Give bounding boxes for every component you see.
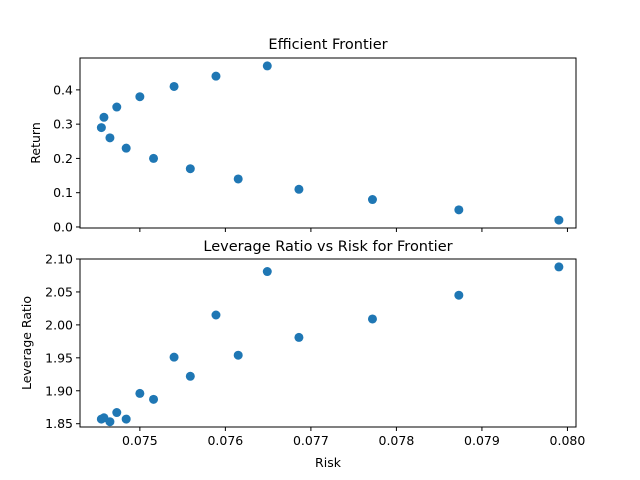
leverage-ratio-point [233, 350, 243, 360]
leverage-ratio-point [367, 314, 377, 324]
leverage-ratio-point [262, 267, 272, 277]
efficient-frontier-y-tick-label: 0.0 [53, 219, 73, 234]
efficient-frontier-ticks: 0.0 0.1 0.2 0.3 0.4 [53, 82, 568, 234]
leverage-ratio-x-tick-label: 0.076 [207, 433, 243, 448]
leverage-ratio-point [185, 371, 195, 381]
return-axis-label: Return [28, 122, 43, 163]
leverage-ratio-x-tick-label: 0.079 [464, 433, 500, 448]
leverage-ratio-subplot: Leverage Ratio vs Risk for Frontier Leve… [19, 239, 585, 470]
leverage-ratio-x-tick-label: 0.075 [122, 433, 158, 448]
efficient-frontier-point [367, 195, 377, 205]
efficient-frontier-point [185, 164, 195, 174]
leverage-ratio-ticks: 0.075 0.076 0.077 0.078 0.079 0.080 1.85 1.90 1.… [45, 252, 585, 449]
efficient-frontier-y-tick-label: 0.4 [53, 82, 73, 97]
efficient-frontier-points [96, 61, 564, 225]
efficient-frontier-point [211, 71, 221, 81]
leverage-ratio-points [96, 262, 564, 427]
efficient-frontier-point [454, 205, 464, 215]
efficient-frontier-y-tick-label: 0.1 [53, 185, 73, 200]
efficient-frontier-y-tick-label: 0.3 [53, 117, 73, 132]
leverage-ratio-point [105, 417, 115, 427]
leverage-ratio-x-tick-label: 0.078 [379, 433, 415, 448]
leverage-ratio-point [211, 310, 221, 320]
efficient-frontier-point [169, 81, 179, 91]
leverage-ratio-point [112, 408, 122, 418]
efficient-frontier-point [294, 184, 304, 194]
efficient-frontier-point [121, 143, 131, 153]
leverage-ratio-y-tick-label: 2.00 [45, 317, 73, 332]
efficient-frontier-point [554, 215, 564, 225]
leverage-ratio-point [454, 290, 464, 300]
leverage-ratio-point [135, 388, 145, 398]
efficient-frontier-point [233, 174, 243, 184]
efficient-frontier-point [96, 123, 106, 133]
efficient-frontier-title: Efficient Frontier [268, 37, 387, 53]
efficient-frontier-axes-frame [79, 57, 577, 229]
leverage-ratio-point [554, 262, 564, 272]
leverage-ratio-x-tick-label: 0.080 [550, 433, 586, 448]
risk-axis-label: Risk [315, 455, 342, 470]
leverage-ratio-point [149, 394, 159, 404]
leverage-ratio-point [121, 414, 131, 424]
efficient-frontier-point [105, 133, 115, 143]
leverage-ratio-x-tick-label: 0.077 [293, 433, 329, 448]
leverage-ratio-axes-frame [79, 258, 577, 428]
leverage-ratio-y-tick-label: 2.05 [45, 284, 73, 299]
leverage-ratio-point [169, 352, 179, 362]
leverage-ratio-point [294, 332, 304, 342]
efficient-frontier-subplot: Efficient Frontier Return 0.00.10.20.30.… [28, 37, 577, 234]
efficient-frontier-point [135, 92, 145, 102]
leverage-ratio-y-tick-label: 1.95 [45, 350, 73, 365]
leverage-ratio-y-tick-label: 2.10 [45, 252, 73, 267]
leverage-ratio-axis-label: Leverage Ratio [19, 296, 34, 390]
leverage-ratio-y-tick-label: 1.85 [45, 416, 73, 431]
efficient-frontier-y-tick-label: 0.2 [53, 151, 73, 166]
efficient-frontier-point [112, 102, 122, 112]
efficient-frontier-point [149, 153, 159, 163]
leverage-ratio-y-tick-label: 1.90 [45, 383, 73, 398]
efficient-frontier-point [99, 112, 109, 122]
efficient-frontier-point [262, 61, 272, 71]
leverage-ratio-title: Leverage Ratio vs Risk for Frontier [203, 239, 452, 255]
